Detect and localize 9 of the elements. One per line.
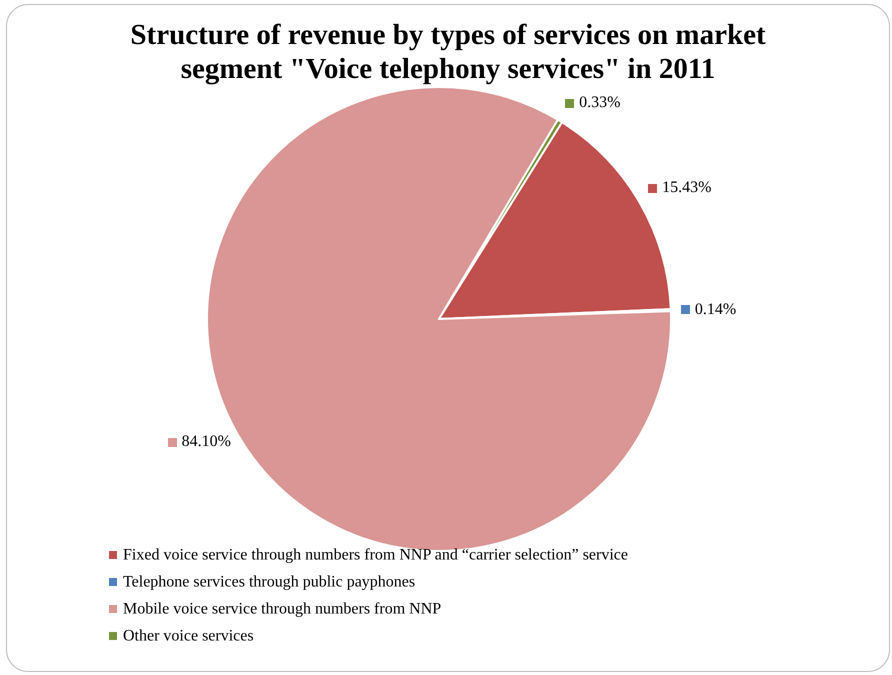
data-label: 84.10%	[182, 433, 231, 452]
chart-title: Structure of revenue by types of services on market segment "Voice telephony services" in 2011	[130, 19, 766, 85]
legend-label: Mobile voice service through numbers from NNP	[123, 600, 442, 618]
data-label: 0.33%	[579, 94, 620, 112]
legend-label: Other voice services	[123, 628, 254, 644]
data-label: 0.14%	[694, 300, 736, 319]
legend-label: Telephone services through public payphones	[123, 574, 416, 590]
legend-label: Fixed voice service through numbers from NNP and “carrier selection” service	[123, 546, 628, 564]
data-label: 15.43%	[662, 179, 712, 198]
